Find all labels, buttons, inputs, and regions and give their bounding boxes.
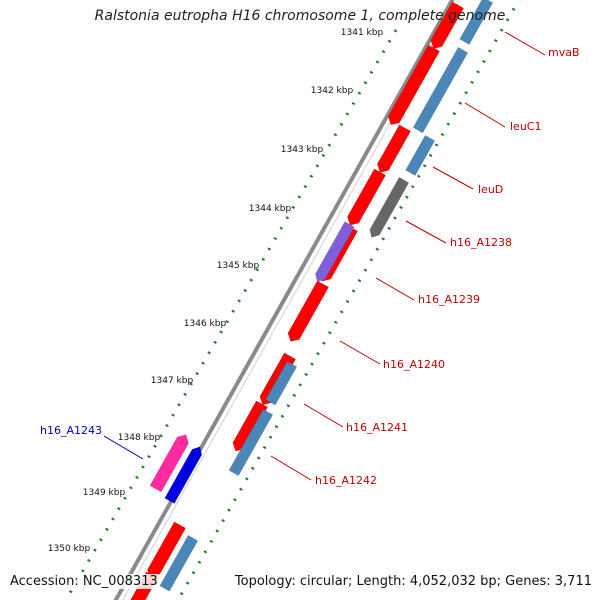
cds-blue-arrow <box>265 360 298 406</box>
leader-line <box>339 340 381 365</box>
ruler-tick-label: 1343 kbp <box>281 145 324 155</box>
ruler-tick-label: 1346 kbp <box>184 319 227 329</box>
backbone-outer-line <box>113 0 455 600</box>
ruler-inner-dots <box>176 0 521 600</box>
leader-line <box>303 403 344 428</box>
cds-red-arrow <box>387 44 441 126</box>
leader-line <box>504 31 546 56</box>
gene-label[interactable]: h16_A1239 <box>418 293 480 306</box>
ruler-outer-dots <box>64 29 398 600</box>
cds-red-arrow <box>347 168 387 226</box>
ruler: 1341 kbp 1342 kbp 1343 kbp 1344 kbp 1345 kbp… <box>48 0 521 600</box>
ruler-tick-label: 1344 kbp <box>249 204 292 214</box>
ruler-tick-label: 1349 kbp <box>83 488 126 498</box>
cds-blue-arrow <box>412 46 469 134</box>
gene-h16-a1243 <box>164 446 203 504</box>
gene-label[interactable]: leuC1 <box>510 120 541 133</box>
ruler-tick-label: 1345 kbp <box>217 261 260 271</box>
cds-blue-arrow <box>159 534 199 592</box>
gene-label[interactable]: leuD <box>478 183 503 196</box>
gene-label[interactable]: h16_A1238 <box>450 236 512 249</box>
leader-line <box>375 277 415 301</box>
ruler-tick-label: 1348 kbp <box>118 433 161 443</box>
leader-line <box>464 102 506 128</box>
gene-label[interactable]: h16_A1243 <box>40 424 102 437</box>
topology-summary: Topology: circular; Length: 4,052,032 bp… <box>232 574 594 589</box>
cds-red-arrow <box>377 124 412 173</box>
cds-blue-arrow <box>228 408 274 477</box>
ruler-tick-label: 1350 kbp <box>48 544 91 554</box>
gene-label[interactable]: h16_A1242 <box>315 474 377 487</box>
leader-line <box>103 435 144 460</box>
gene-h16-a1238 <box>369 176 410 238</box>
gene-label[interactable]: mvaB <box>548 46 580 59</box>
gene-labels: mvaB leuC1 leuD h16_A1238 h16_A1239 h16_A1240… <box>40 31 580 487</box>
gene-h16-a1239 <box>315 221 355 283</box>
ruler-tick-label: 1342 kbp <box>311 86 354 96</box>
ruler-tick-label: 1347 kbp <box>151 376 194 386</box>
gene-label[interactable]: h16_A1240 <box>383 358 445 371</box>
gene-pink-feature <box>149 434 189 493</box>
cds-red-arrow <box>232 400 269 452</box>
accession-text: Accession: NC_008313 <box>8 574 160 589</box>
cds-red-arrow <box>430 1 465 49</box>
map-title: Ralstonia eutropha H16 chromosome 1, com… <box>94 8 506 24</box>
cds-blue-arrow <box>459 0 494 45</box>
leader-line <box>405 220 447 244</box>
leader-line <box>270 455 312 481</box>
cds-red-arrow <box>287 280 330 342</box>
ruler-tick-label: 1341 kbp <box>341 28 384 38</box>
cds-blue-arrow <box>405 134 436 176</box>
leader-line <box>432 166 474 190</box>
gene-label[interactable]: h16_A1241 <box>346 421 408 434</box>
